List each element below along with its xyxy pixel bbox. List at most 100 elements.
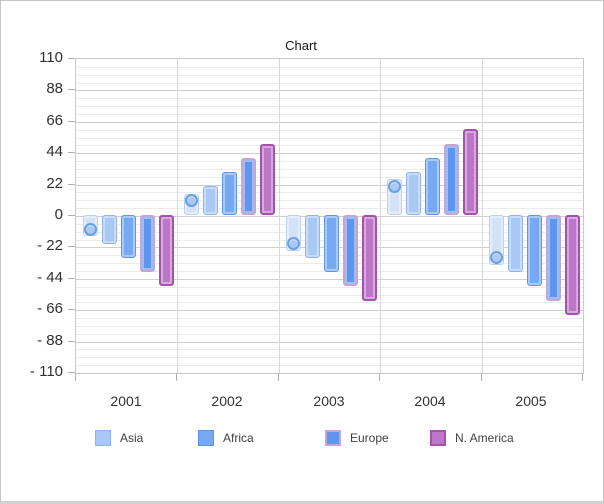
gridline-minor bbox=[76, 357, 583, 359]
gridline-major bbox=[76, 341, 583, 343]
x-axis-tick bbox=[481, 373, 482, 381]
y-axis-label: - 44 bbox=[37, 269, 63, 286]
gridline-minor bbox=[76, 129, 583, 131]
gridline-vertical bbox=[380, 59, 381, 373]
bar-asia-2002[interactable] bbox=[203, 186, 218, 215]
x-axis-label: 2002 bbox=[211, 393, 243, 409]
bar-europe-2002[interactable] bbox=[241, 158, 256, 215]
y-axis-tick bbox=[68, 278, 75, 279]
marker-circle-icon[interactable] bbox=[388, 180, 401, 193]
gridline-major bbox=[76, 153, 583, 155]
y-axis-label: 88 bbox=[46, 80, 63, 97]
legend-label: Africa bbox=[223, 430, 254, 445]
bar-n-america-2001[interactable] bbox=[159, 215, 174, 286]
legend-item-n-america[interactable]: N. America bbox=[430, 429, 514, 446]
gridline-minor bbox=[76, 349, 583, 351]
gridline-minor bbox=[76, 66, 583, 68]
bar-asia-2001[interactable] bbox=[102, 215, 117, 244]
x-axis-tick bbox=[75, 373, 76, 381]
y-axis-tick bbox=[68, 246, 75, 247]
x-axis-tick bbox=[379, 373, 380, 381]
x-axis-label: 2004 bbox=[414, 393, 446, 409]
y-axis-label: - 66 bbox=[37, 300, 63, 317]
gridline-minor bbox=[76, 333, 583, 335]
bar-asia-2005[interactable] bbox=[508, 215, 523, 272]
bar-africa-2005[interactable] bbox=[527, 215, 542, 286]
y-axis-tick bbox=[68, 152, 75, 153]
bar-asia-2004[interactable] bbox=[406, 172, 421, 215]
bar-europe-2004[interactable] bbox=[444, 144, 459, 215]
y-axis-tick bbox=[68, 341, 75, 342]
gridline-minor bbox=[76, 98, 583, 100]
marker-circle-icon[interactable] bbox=[490, 251, 503, 264]
y-axis-label: 110 bbox=[39, 49, 63, 66]
gridline-minor bbox=[76, 145, 583, 147]
gridline-minor bbox=[76, 137, 583, 139]
gridline-minor bbox=[76, 82, 583, 84]
x-axis-tick bbox=[582, 373, 583, 381]
y-axis-label: - 110 bbox=[29, 363, 63, 380]
gridline-minor bbox=[76, 294, 583, 296]
bar-europe-2005[interactable] bbox=[546, 215, 561, 301]
bar-n-america-2003[interactable] bbox=[362, 215, 377, 301]
gridline-minor bbox=[76, 106, 583, 108]
gridline-minor bbox=[76, 192, 583, 194]
y-axis-tick bbox=[68, 184, 75, 185]
legend-label: Europe bbox=[350, 430, 389, 445]
bar-n-america-2002[interactable] bbox=[260, 144, 275, 215]
legend-label: Asia bbox=[120, 430, 144, 445]
y-axis-label: - 22 bbox=[37, 237, 63, 254]
gridline-minor bbox=[76, 286, 583, 288]
gridline-minor bbox=[76, 325, 583, 327]
y-axis-label: 44 bbox=[46, 143, 63, 160]
bar-africa-2003[interactable] bbox=[324, 215, 339, 272]
gridline-vertical bbox=[177, 59, 178, 373]
y-axis-label: 66 bbox=[46, 112, 63, 129]
gridline-minor bbox=[76, 302, 583, 304]
gridline-major bbox=[76, 310, 583, 312]
bar-africa-2002[interactable] bbox=[222, 172, 237, 215]
legend-label: N. America bbox=[455, 430, 514, 445]
gridline-minor bbox=[76, 74, 583, 76]
x-axis-label: 2005 bbox=[515, 393, 547, 409]
x-axis-label: 2003 bbox=[313, 393, 345, 409]
gridline-major bbox=[76, 184, 583, 186]
gridline-minor bbox=[76, 318, 583, 320]
gridline-major bbox=[76, 121, 583, 123]
legend-item-asia[interactable]: Asia bbox=[95, 429, 143, 446]
legend-item-africa[interactable]: Africa bbox=[198, 429, 254, 446]
y-axis-label: 22 bbox=[46, 175, 63, 192]
gridline-minor bbox=[76, 168, 583, 170]
bar-n-america-2004[interactable] bbox=[463, 129, 478, 215]
chart-title: Chart bbox=[285, 38, 317, 53]
gridline-vertical bbox=[279, 59, 280, 373]
bar-europe-2001[interactable] bbox=[140, 215, 155, 272]
y-axis-label: - 88 bbox=[37, 332, 63, 349]
x-axis-tick bbox=[176, 373, 177, 381]
gridline-minor bbox=[76, 161, 583, 163]
legend-swatch-icon bbox=[325, 429, 341, 446]
bar-n-america-2005[interactable] bbox=[565, 215, 580, 315]
marker-circle-icon[interactable] bbox=[185, 194, 198, 207]
marker-circle-icon[interactable] bbox=[287, 237, 300, 250]
gridline-minor bbox=[76, 365, 583, 367]
gridline-minor bbox=[76, 208, 583, 210]
bar-asia-2003[interactable] bbox=[305, 215, 320, 258]
gridline-major bbox=[76, 278, 583, 280]
legend-item-europe[interactable]: Europe bbox=[325, 429, 389, 446]
bar-africa-2001[interactable] bbox=[121, 215, 136, 258]
legend-swatch-icon bbox=[198, 429, 214, 446]
gridline-minor bbox=[76, 200, 583, 202]
x-axis-tick bbox=[278, 373, 279, 381]
marker-circle-icon[interactable] bbox=[84, 223, 97, 236]
gridline-minor bbox=[76, 176, 583, 178]
y-axis-tick bbox=[68, 89, 75, 90]
y-axis-tick bbox=[68, 121, 75, 122]
bar-europe-2003[interactable] bbox=[343, 215, 358, 286]
bar-africa-2004[interactable] bbox=[425, 158, 440, 215]
y-axis-tick bbox=[68, 309, 75, 310]
gridline-major bbox=[76, 90, 583, 92]
legend-swatch-icon bbox=[95, 429, 111, 446]
gridline-vertical bbox=[482, 59, 483, 373]
